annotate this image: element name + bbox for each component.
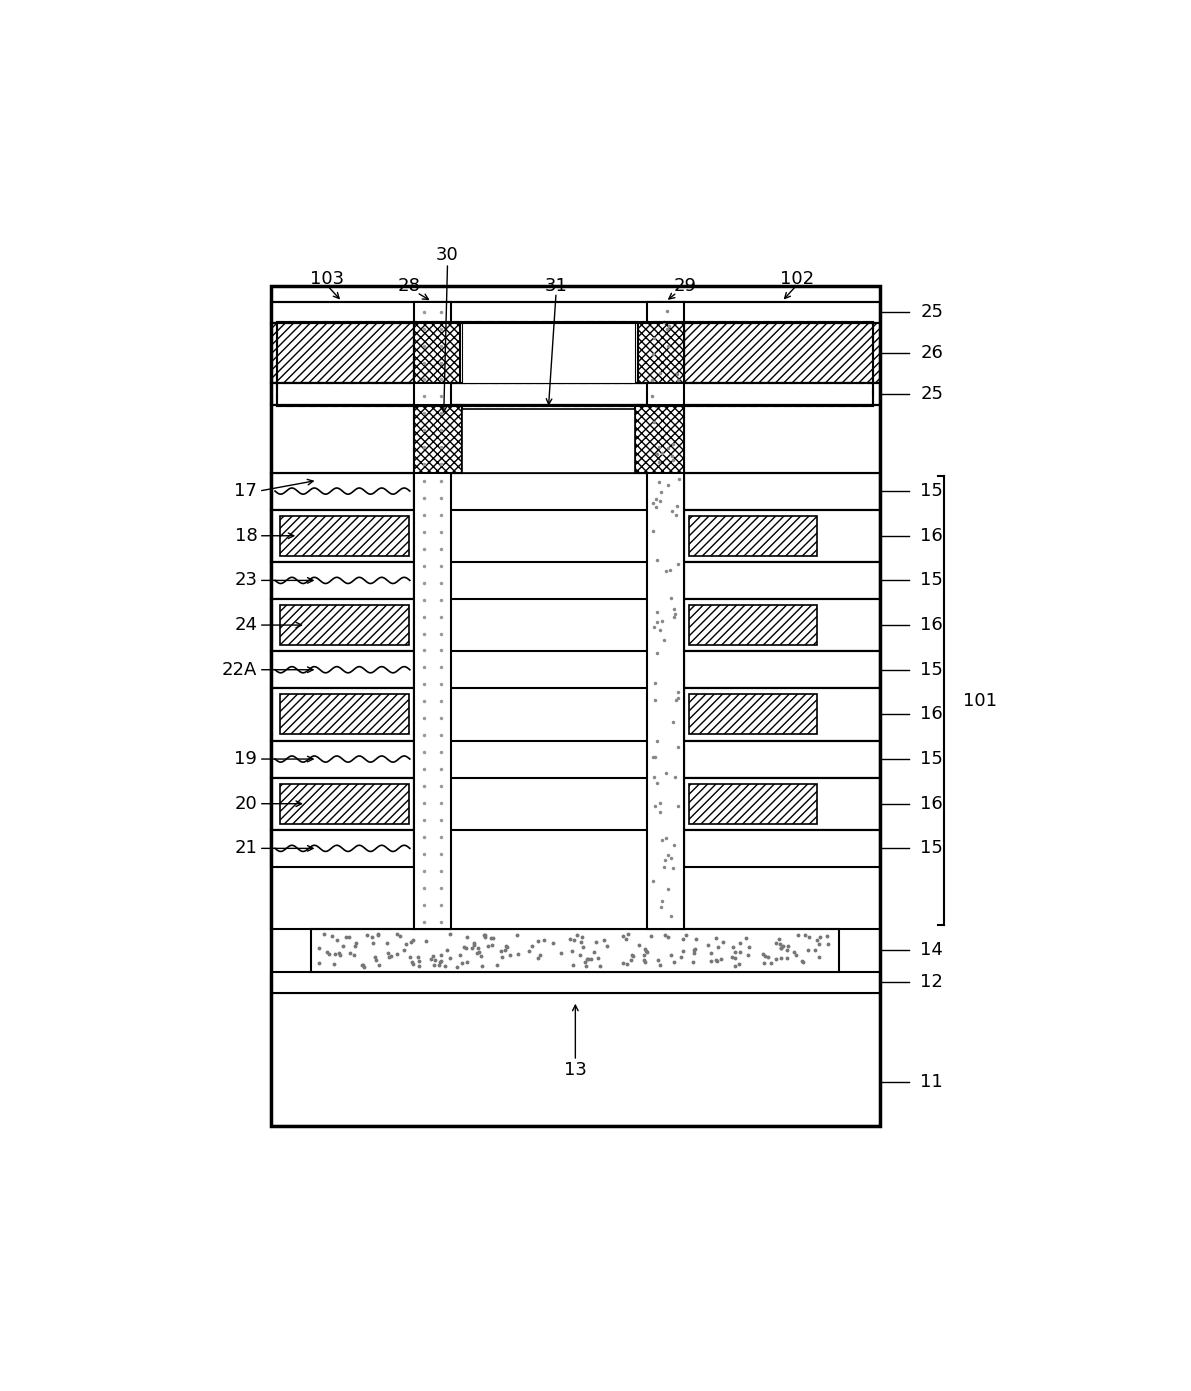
Bar: [278, 321, 873, 406]
Bar: [684, 473, 879, 509]
Text: 18: 18: [235, 527, 257, 545]
Text: 15: 15: [921, 661, 943, 679]
Text: 30: 30: [436, 246, 459, 264]
Text: 19: 19: [235, 750, 257, 768]
Text: 13: 13: [563, 1061, 587, 1079]
Bar: [272, 600, 413, 651]
Text: 28: 28: [398, 277, 420, 295]
Bar: [280, 605, 409, 645]
Bar: [280, 694, 409, 734]
Text: 16: 16: [921, 705, 943, 723]
Text: 22A: 22A: [222, 661, 257, 679]
Bar: [450, 473, 647, 929]
Text: 12: 12: [921, 974, 943, 992]
Bar: [280, 516, 409, 556]
Bar: [272, 509, 413, 562]
Text: 101: 101: [962, 691, 997, 709]
Text: 14: 14: [921, 940, 943, 958]
Text: 25: 25: [921, 303, 943, 321]
Text: 24: 24: [235, 616, 257, 634]
Bar: [278, 321, 873, 406]
Text: 21: 21: [235, 839, 257, 857]
Bar: [272, 562, 413, 600]
Bar: [272, 689, 413, 740]
Bar: [280, 783, 409, 823]
Text: 15: 15: [921, 839, 943, 857]
Text: 102: 102: [780, 270, 815, 288]
Bar: [647, 302, 684, 929]
Bar: [462, 323, 636, 384]
Text: 16: 16: [921, 527, 943, 545]
Bar: [413, 302, 450, 929]
Bar: [684, 509, 879, 562]
Bar: [272, 323, 413, 384]
Bar: [684, 830, 879, 867]
Bar: [684, 562, 879, 600]
Bar: [636, 405, 684, 473]
Bar: [688, 516, 817, 556]
Text: 103: 103: [310, 270, 344, 288]
Text: 16: 16: [921, 794, 943, 812]
Text: 23: 23: [235, 572, 257, 590]
Text: 11: 11: [921, 1074, 943, 1092]
Bar: [637, 323, 684, 384]
Bar: [684, 651, 879, 689]
Bar: [272, 287, 879, 1125]
Bar: [272, 740, 413, 778]
Bar: [684, 778, 879, 830]
Bar: [272, 473, 413, 509]
Text: 15: 15: [921, 750, 943, 768]
Text: 15: 15: [921, 483, 943, 501]
Bar: [684, 740, 879, 778]
Bar: [688, 694, 817, 734]
Bar: [684, 689, 879, 740]
Text: 16: 16: [921, 616, 943, 634]
Bar: [272, 651, 413, 689]
Bar: [311, 929, 840, 971]
Text: 31: 31: [544, 277, 568, 295]
Bar: [413, 405, 462, 473]
Bar: [272, 384, 879, 405]
Bar: [413, 323, 460, 384]
Bar: [272, 993, 879, 1125]
Text: 26: 26: [921, 344, 943, 362]
Text: 25: 25: [921, 385, 943, 403]
Bar: [272, 971, 879, 993]
Bar: [688, 783, 817, 823]
Bar: [684, 323, 879, 384]
Bar: [688, 605, 817, 645]
Text: 17: 17: [235, 483, 257, 501]
Text: 29: 29: [673, 277, 697, 295]
Text: 15: 15: [921, 572, 943, 590]
Bar: [272, 302, 879, 323]
Bar: [272, 830, 413, 867]
Text: 20: 20: [235, 794, 257, 812]
Bar: [272, 287, 879, 1125]
Bar: [462, 409, 636, 473]
Bar: [272, 405, 879, 473]
Bar: [272, 778, 413, 830]
Bar: [684, 600, 879, 651]
